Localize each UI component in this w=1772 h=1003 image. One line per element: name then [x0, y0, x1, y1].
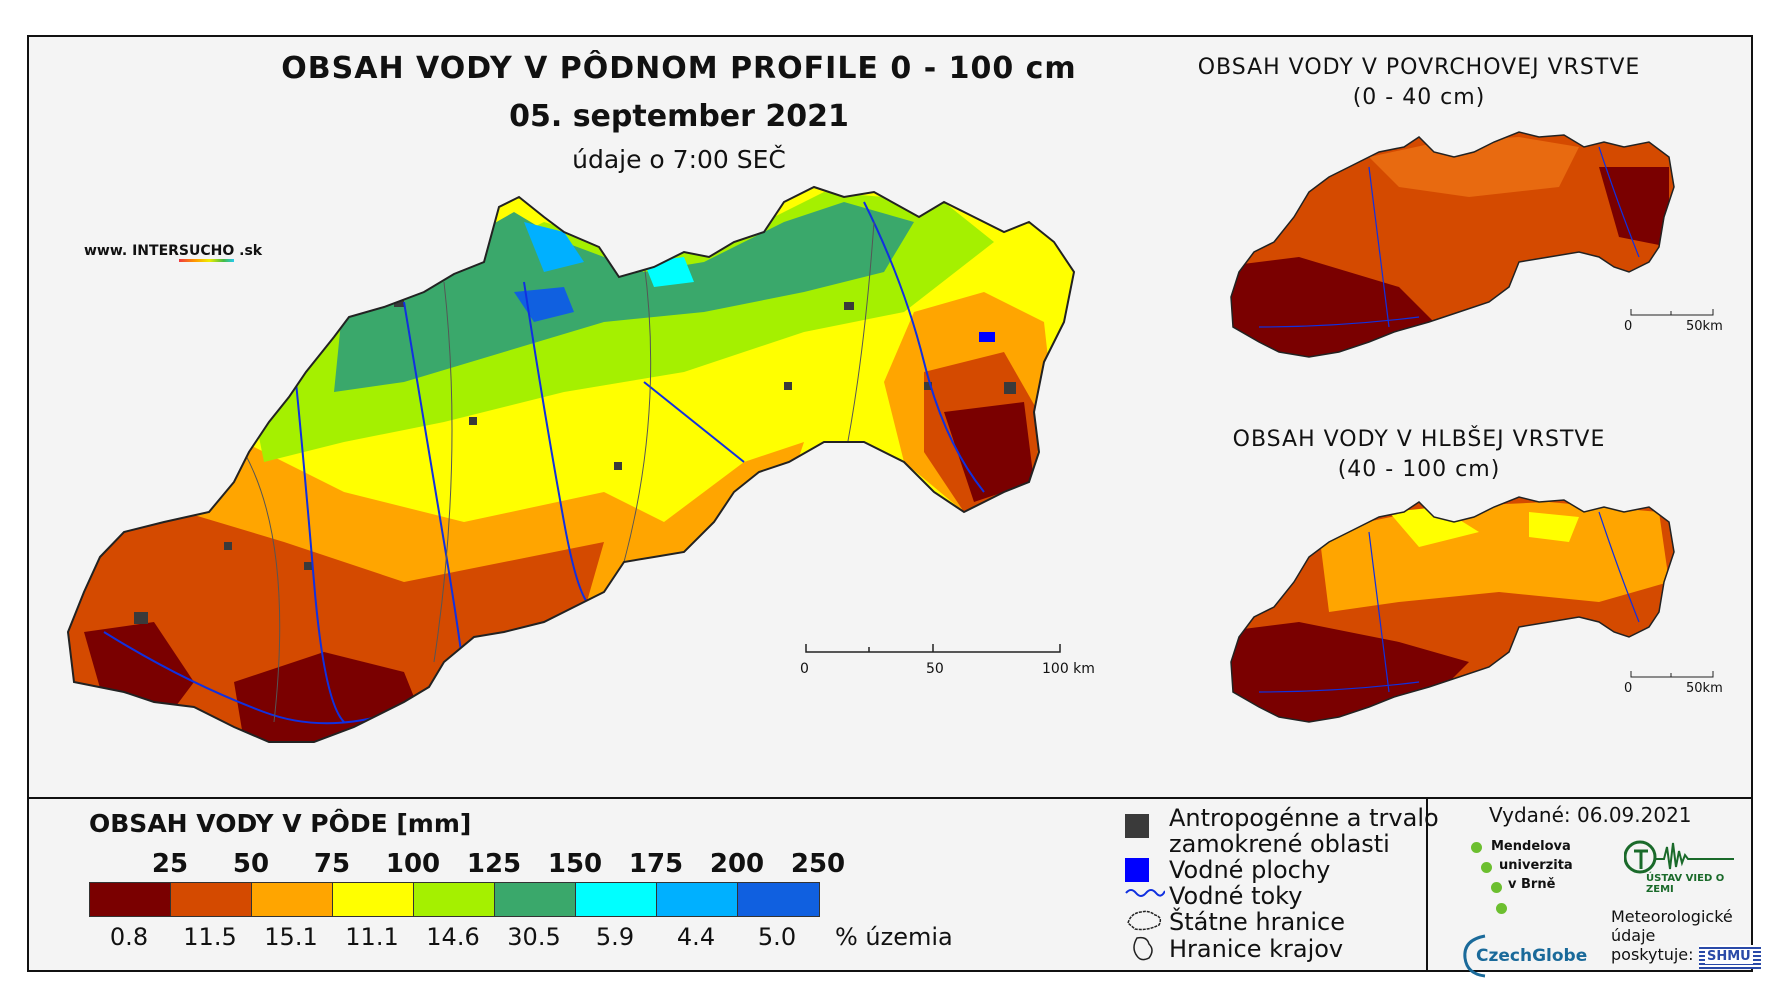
meteo-credit: Meteorologické údaje poskytuje:	[1611, 907, 1733, 964]
inset-top-scale-50: 50km	[1686, 319, 1723, 334]
inset-bottom-subtitle: (40 - 100 cm)	[1337, 457, 1501, 482]
legend-upper-8: 250	[790, 849, 846, 879]
intersucho-url[interactable]: www. INTERSUCHO .sk	[84, 243, 262, 262]
inset-top-scale-bar	[1630, 309, 1714, 316]
legend-pct-3: 11.1	[345, 923, 399, 951]
inset-bottom-title: OBSAH VODY V HLBŠEJ VRSTVE	[1232, 427, 1606, 452]
legend-swatch-8	[738, 883, 819, 916]
issued-date: Vydané: 06.09.2021	[1489, 803, 1692, 827]
anthropogenic-label-2: zamokrené oblasti	[1169, 830, 1390, 858]
mendel-dot-icon	[1491, 882, 1502, 893]
state-border-symbol	[1127, 910, 1162, 931]
legend-pct-5: 30.5	[507, 923, 561, 951]
legend-swatch-2	[252, 883, 333, 916]
legend-upper-5: 150	[547, 849, 603, 879]
legend-color-bar	[89, 882, 820, 917]
legend-swatch-1	[171, 883, 252, 916]
legend-pct-4: 14.6	[426, 923, 480, 951]
inset-top-title: OBSAH VODY V POVRCHOVEJ VRSTVE	[1197, 55, 1641, 80]
anthropogenic-swatch	[1125, 814, 1149, 838]
legend-upper-4: 125	[466, 849, 522, 879]
legend-upper-0: 25	[151, 849, 189, 879]
legend-upper-1: 50	[232, 849, 270, 879]
anthropogenic-label-1: Antropogénne a trvalo	[1169, 804, 1439, 832]
legend-pct-7: 4.4	[676, 923, 716, 951]
globe-arc-icon	[1463, 934, 1486, 978]
region-border-symbol	[1133, 936, 1153, 961]
mendel-dot-icon	[1471, 842, 1482, 853]
legend-upper-2: 75	[313, 849, 351, 879]
mendel-logo[interactable]: Mendelova univerzita v Brně	[1471, 837, 1601, 917]
czechglobe-logo[interactable]: CzechGlobe	[1461, 932, 1601, 992]
legend-swatch-5	[495, 883, 576, 916]
inset-bottom-map	[1230, 496, 1675, 723]
legend-swatch-3	[333, 883, 414, 916]
main-scale-label-50: 50	[926, 661, 944, 677]
region-border-label: Hranice krajov	[1169, 935, 1344, 963]
legend-title: OBSAH VODY V PÔDE [mm]	[89, 809, 472, 838]
inset-top-subtitle: (0 - 40 cm)	[1352, 85, 1486, 110]
main-scale-bar	[805, 644, 1061, 653]
map-frame: OBSAH VODY V PÔDNOM PROFILE 0 - 100 cm 0…	[27, 35, 1761, 978]
inset-top-scale-0: 0	[1624, 319, 1633, 334]
inset-bottom-scale-bar	[1630, 671, 1714, 678]
state-border-label: Štátne hranice	[1169, 908, 1345, 936]
river-label: Vodné toky	[1169, 882, 1303, 910]
shmu-logo[interactable]: SHMÚ	[1699, 945, 1761, 969]
legend-swatch-0	[90, 883, 171, 916]
legend-pct-0: 0.8	[109, 923, 149, 951]
uvz-logo[interactable]: ÚSTAV VIED O ZEMI	[1623, 837, 1739, 895]
inset-top-map	[1230, 131, 1675, 358]
legend-pct-8: 5.0	[757, 923, 797, 951]
water-area-swatch	[1125, 858, 1149, 882]
legend-divider	[29, 797, 1751, 799]
river-symbol	[1125, 889, 1165, 897]
legend-pct-1: 11.5	[183, 923, 237, 951]
legend-upper-6: 175	[628, 849, 684, 879]
legend-swatch-4	[414, 883, 495, 916]
inset-bottom-scale-50: 50km	[1686, 681, 1723, 696]
legend-upper-7: 200	[709, 849, 765, 879]
seismograph-icon	[1623, 840, 1734, 874]
map-title: OBSAH VODY V PÔDNOM PROFILE 0 - 100 cm	[281, 51, 1077, 86]
map-time: údaje o 7:00 SEČ	[572, 145, 786, 174]
legend-pct-unit: % územia	[835, 923, 953, 951]
issued-divider	[1426, 797, 1428, 972]
legend-swatch-6	[576, 883, 657, 916]
legend-swatch-7	[657, 883, 738, 916]
legend-upper-3: 100	[385, 849, 441, 879]
mendel-dot-icon	[1496, 903, 1507, 914]
legend-pct-6: 5.9	[595, 923, 635, 951]
main-scale-label-0: 0	[800, 661, 809, 677]
mendel-dot-icon	[1481, 862, 1492, 873]
map-date: 05. september 2021	[509, 99, 849, 134]
legend-pct-2: 15.1	[264, 923, 318, 951]
main-scale-label-100: 100 km	[1042, 661, 1095, 677]
main-soil-moisture-map	[66, 185, 1076, 743]
water-area-label: Vodné plochy	[1169, 856, 1331, 884]
inset-bottom-scale-0: 0	[1624, 681, 1633, 696]
